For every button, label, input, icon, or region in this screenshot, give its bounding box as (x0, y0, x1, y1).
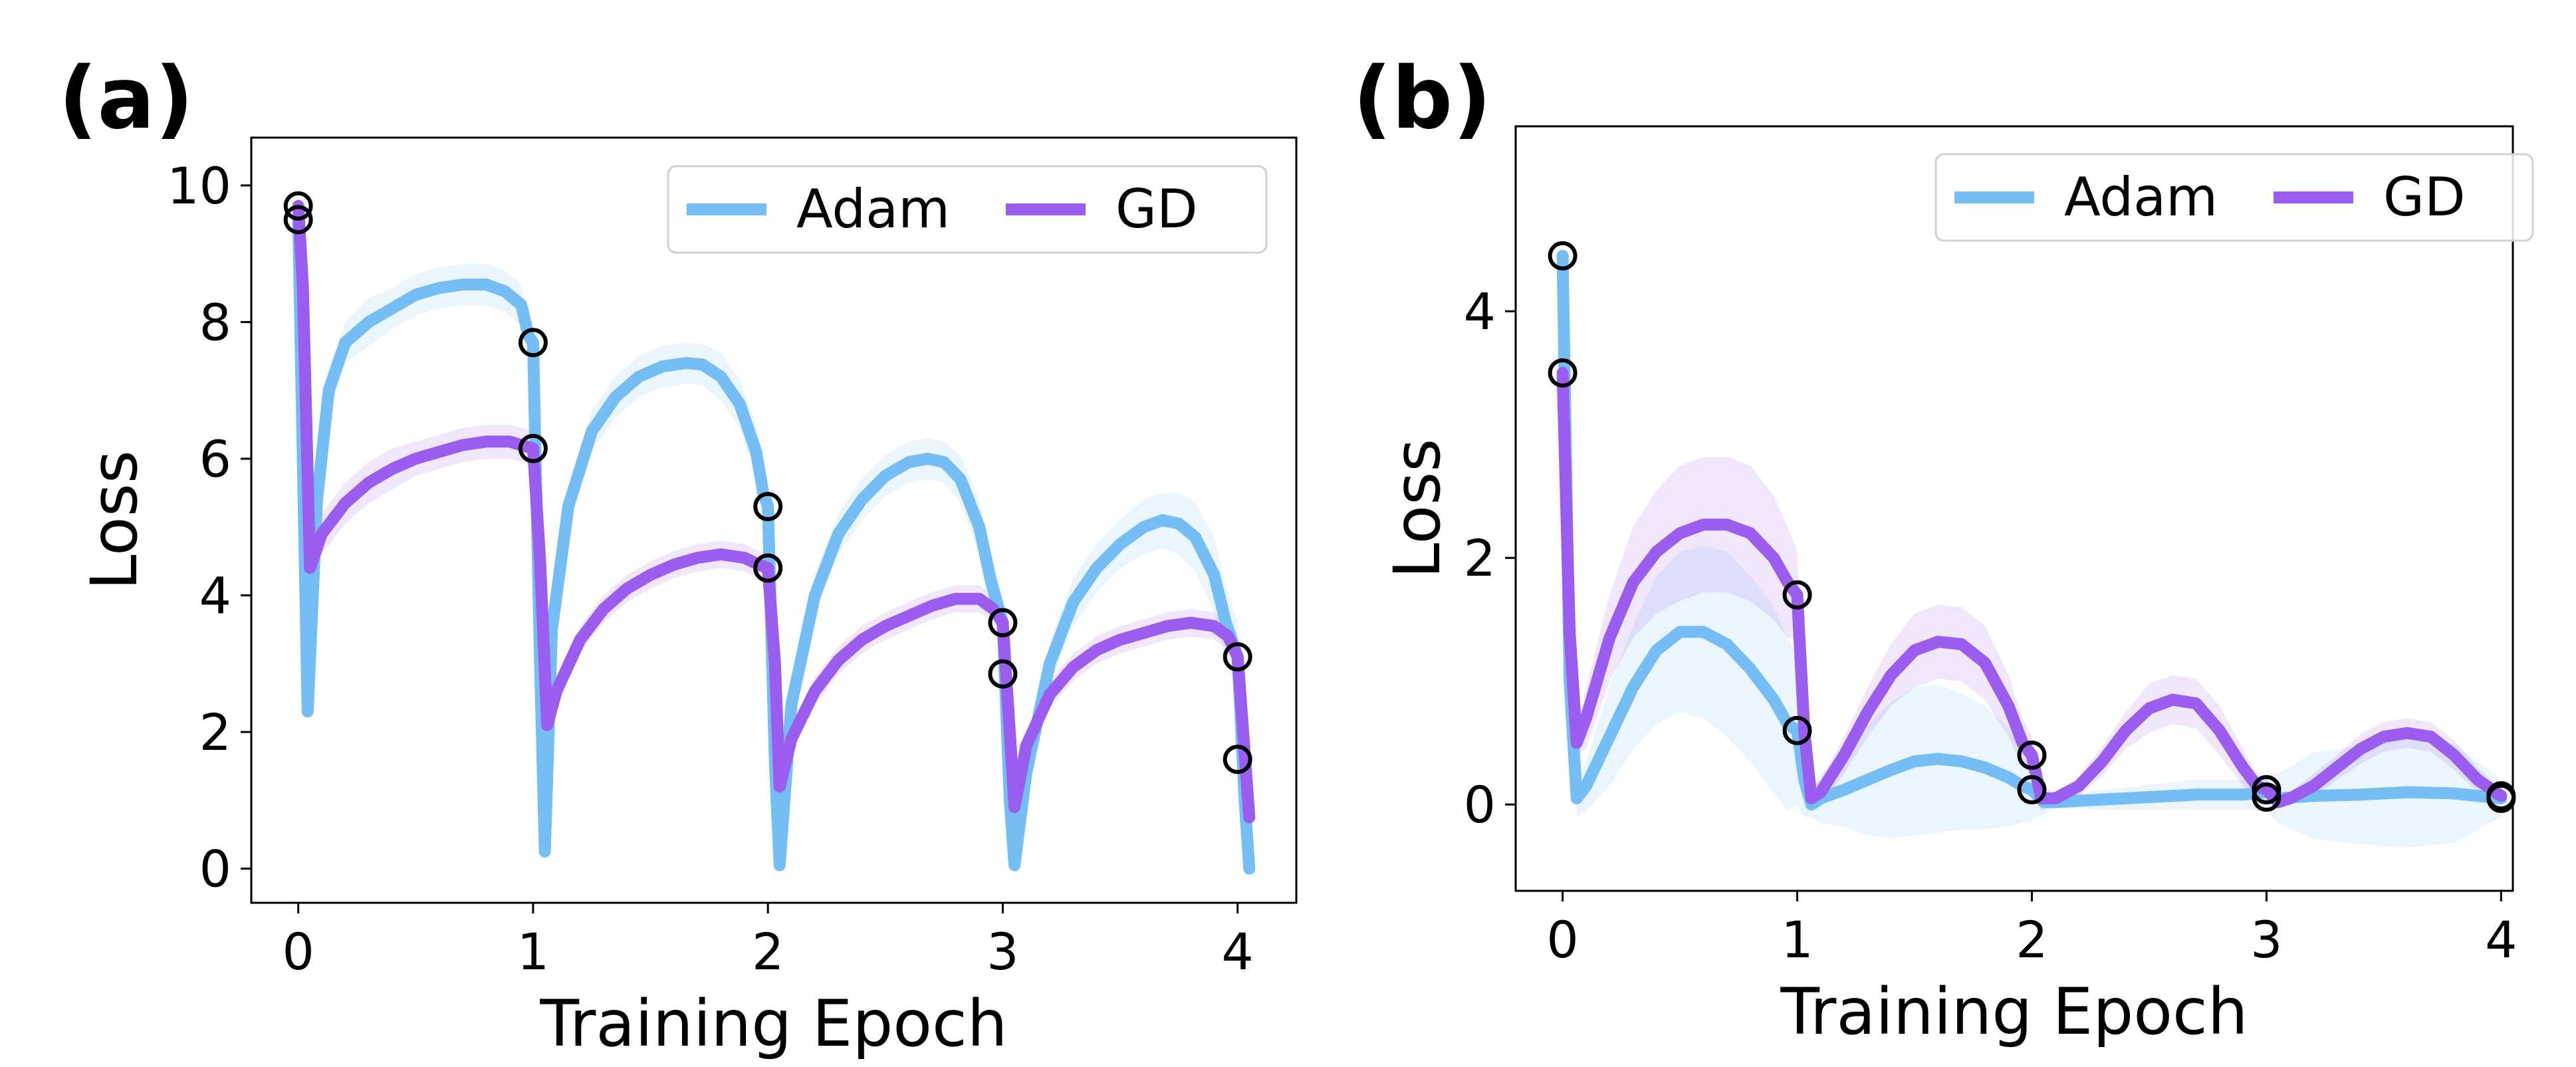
x-tick-label: 3 (2250, 910, 2282, 969)
y-tick-label: 10 (167, 156, 231, 215)
panel-label-b: (b) (1353, 49, 1492, 148)
epoch-marker (753, 491, 783, 521)
epoch-marker (1782, 580, 1812, 610)
x-tick-label: 0 (1546, 910, 1578, 969)
axes-frame (1514, 125, 2514, 892)
epoch-marker (988, 608, 1018, 638)
epoch-marker (283, 191, 313, 221)
panel-label-a: (a) (59, 49, 194, 148)
y-tick-label: 0 (199, 840, 231, 899)
y-tick-label: 8 (199, 293, 231, 352)
epoch-marker (1548, 241, 1578, 271)
plot-area (292, 199, 1256, 876)
x-tick-label: 4 (1222, 922, 1254, 981)
epoch-marker (283, 205, 313, 235)
epoch-marker (2017, 774, 2047, 804)
epoch-marker (1548, 358, 1578, 388)
epoch-marker (1223, 745, 1252, 774)
legend: Adam GD (1934, 153, 2534, 242)
y-tick-label: 4 (199, 566, 231, 626)
epoch-marker (2252, 782, 2282, 812)
epoch-marker (753, 553, 783, 583)
x-tick-label: 3 (987, 922, 1018, 981)
legend-box (667, 165, 1268, 254)
x-axis-label: Training Epoch (539, 987, 1007, 1061)
legend-label-adam: Adam (2064, 166, 2218, 228)
x-tick-label: 1 (517, 922, 549, 981)
y-axis-label: Loss (1380, 439, 1455, 579)
legend: Adam GD (667, 165, 1268, 254)
epoch-marker (518, 328, 548, 358)
y-tick-label: 0 (1464, 775, 1496, 834)
x-axis-label: Training Epoch (1780, 975, 2248, 1049)
axes-frame (250, 136, 1298, 904)
band-gd (1562, 360, 2502, 811)
epoch-marker (988, 659, 1018, 689)
series-line-gd (292, 199, 1256, 824)
y-tick-label: 2 (1464, 529, 1496, 588)
epoch-marker (518, 433, 548, 463)
y-tick-label: 2 (199, 703, 231, 762)
x-tick-label: 4 (2485, 910, 2517, 969)
legend-label-gd: GD (2383, 166, 2466, 228)
legend-label-adam: Adam (796, 178, 950, 240)
x-tick-label: 2 (752, 922, 784, 981)
legend-box (1934, 153, 2534, 242)
y-axis-label: Loss (77, 450, 152, 590)
y-tick-label: 6 (199, 429, 231, 489)
series-line-gd (1556, 367, 2508, 808)
epoch-marker (2017, 740, 2047, 770)
legend-label-gd: GD (1115, 178, 1198, 240)
y-tick-label: 4 (1464, 282, 1496, 341)
epoch-marker (1223, 642, 1252, 672)
plot-area (1556, 219, 2508, 848)
epoch-marker (1782, 715, 1812, 745)
x-tick-label: 1 (1781, 910, 1813, 969)
x-tick-label: 2 (2016, 910, 2048, 969)
epoch-marker (2252, 774, 2282, 804)
x-tick-label: 0 (282, 922, 314, 981)
chart-panel-b: 0 1 2 3 4 0 2 4 Training Epoch Loss Adam GD (1380, 125, 2534, 1049)
chart-panel-a: 0 1 2 3 4 0 2 4 6 8 10 Training Epoch Loss Adam GD (77, 136, 1298, 1061)
